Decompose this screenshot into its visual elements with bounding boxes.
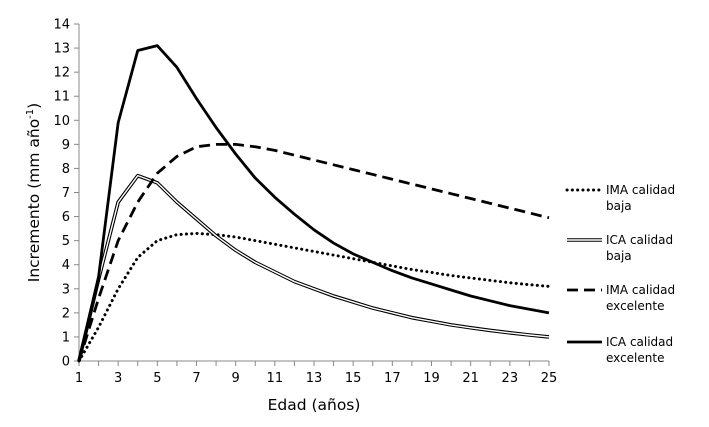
x-tick-label: 17 [384, 371, 401, 386]
y-tick-label: 3 [62, 282, 70, 297]
x-tick-label: 25 [541, 371, 558, 386]
x-tick-label: 23 [502, 371, 519, 386]
x-tick-label: 1 [75, 371, 83, 386]
plot-area [77, 44, 551, 363]
x-tick-label: 3 [114, 371, 122, 386]
y-tick-label: 1 [62, 330, 70, 345]
y-axis-title-superscript: -1 [25, 109, 36, 119]
y-axis-title-close: ) [25, 103, 43, 109]
y-tick-label: 4 [62, 258, 70, 273]
y-tick-label: 2 [62, 306, 70, 321]
y-tick-label: 10 [53, 114, 70, 129]
legend-label: excelente [606, 299, 664, 313]
y-tick-label: 6 [62, 210, 70, 225]
x-tick-label: 5 [153, 371, 161, 386]
y-axis-title: Incremento (mm año-1) [25, 103, 43, 282]
y-tick-label: 11 [53, 90, 70, 105]
legend-label: ICA calidad [606, 335, 673, 349]
series-line-ica-baja-outer [77, 173, 550, 362]
legend-label: excelente [606, 351, 664, 365]
x-tick-label: 15 [345, 371, 362, 386]
series-line-ica-baja-inner [78, 174, 550, 362]
legend-label: IMA calidad [606, 183, 675, 197]
x-tick-label: 11 [267, 371, 284, 386]
legend-label: IMA calidad [606, 283, 675, 297]
legend-item-ima-excelente: IMA calidad excelente [567, 283, 675, 313]
legend-label: baja [606, 199, 632, 213]
y-tick-label: 7 [62, 186, 70, 201]
y-tick-label: 14 [53, 18, 70, 33]
series-ima-excelente [77, 142, 550, 362]
series-ica-baja [77, 173, 550, 362]
x-tick-label: 9 [232, 371, 240, 386]
y-axis-title-base: Incremento (mm año [25, 119, 43, 282]
y-tick-label: 12 [53, 66, 70, 81]
y-tick-label: 0 [62, 355, 70, 370]
series-line-ima-excelente [77, 142, 550, 362]
x-tick-label: 21 [462, 371, 479, 386]
y-tick-label: 13 [53, 42, 70, 57]
series-ica-excelente [77, 44, 550, 362]
x-tick-label: 7 [192, 371, 200, 386]
x-axis-title: Edad (años) [268, 396, 361, 414]
legend-label: baja [606, 249, 632, 263]
y-tick-label: 9 [62, 138, 70, 153]
legend-item-ica-excelente: ICA calidad excelente [567, 335, 673, 365]
y-tick-label: 5 [62, 234, 70, 249]
x-tick-label: 19 [423, 371, 440, 386]
x-tick-label: 13 [306, 371, 323, 386]
legend-label: ICA calidad [606, 233, 673, 247]
legend-item-ica-baja: ICA calidad baja [567, 233, 673, 263]
y-tick-label: 8 [62, 162, 70, 177]
legend-item-ima-baja: IMA calidad baja [565, 183, 675, 213]
series-line-ica-excelente [77, 44, 550, 362]
